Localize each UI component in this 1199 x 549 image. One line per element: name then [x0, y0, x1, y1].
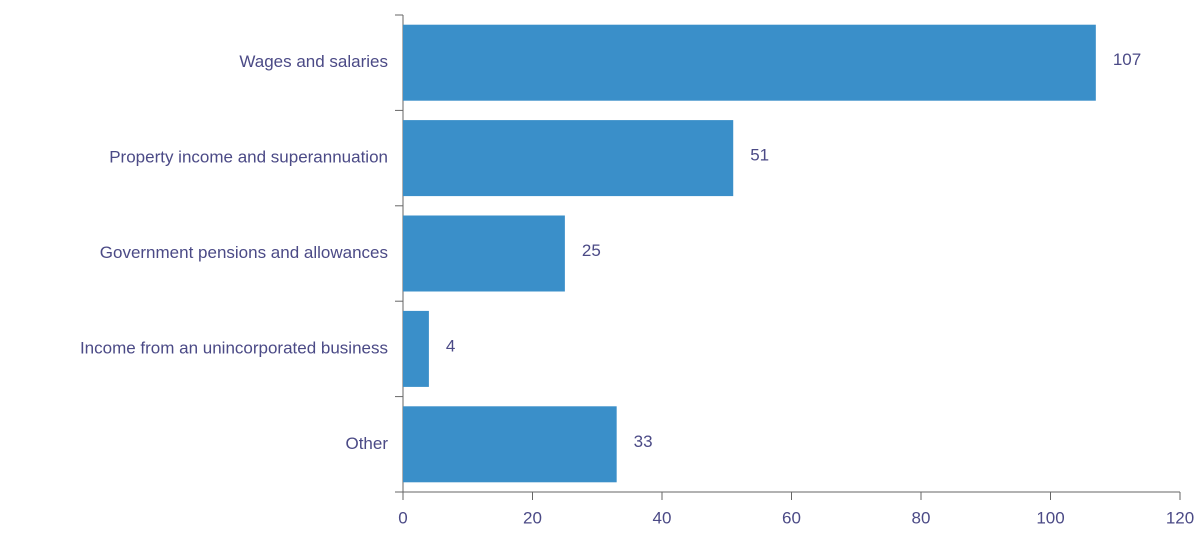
y-tick-label: Government pensions and allowances	[100, 243, 388, 262]
x-tick-label: 100	[1036, 508, 1064, 527]
data-label: 33	[634, 432, 653, 451]
data-label: 25	[582, 241, 601, 260]
x-tick-label: 80	[912, 508, 931, 527]
data-label: 51	[750, 146, 769, 165]
y-tick-label: Other	[345, 434, 388, 453]
bar	[403, 120, 734, 197]
y-tick-label: Property income and superannuation	[109, 148, 388, 167]
bar	[403, 24, 1096, 101]
x-tick-label: 120	[1166, 508, 1194, 527]
x-tick-label: 60	[782, 508, 801, 527]
bar	[403, 215, 565, 292]
x-tick-label: 0	[398, 508, 407, 527]
x-tick-label: 20	[523, 508, 542, 527]
bar	[403, 406, 617, 483]
data-label: 4	[446, 336, 455, 355]
data-label: 107	[1113, 50, 1141, 69]
y-tick-label: Income from an unincorporated business	[80, 338, 388, 357]
y-tick-label: Wages and salaries	[239, 52, 388, 71]
x-tick-label: 40	[653, 508, 672, 527]
bar	[403, 310, 429, 387]
